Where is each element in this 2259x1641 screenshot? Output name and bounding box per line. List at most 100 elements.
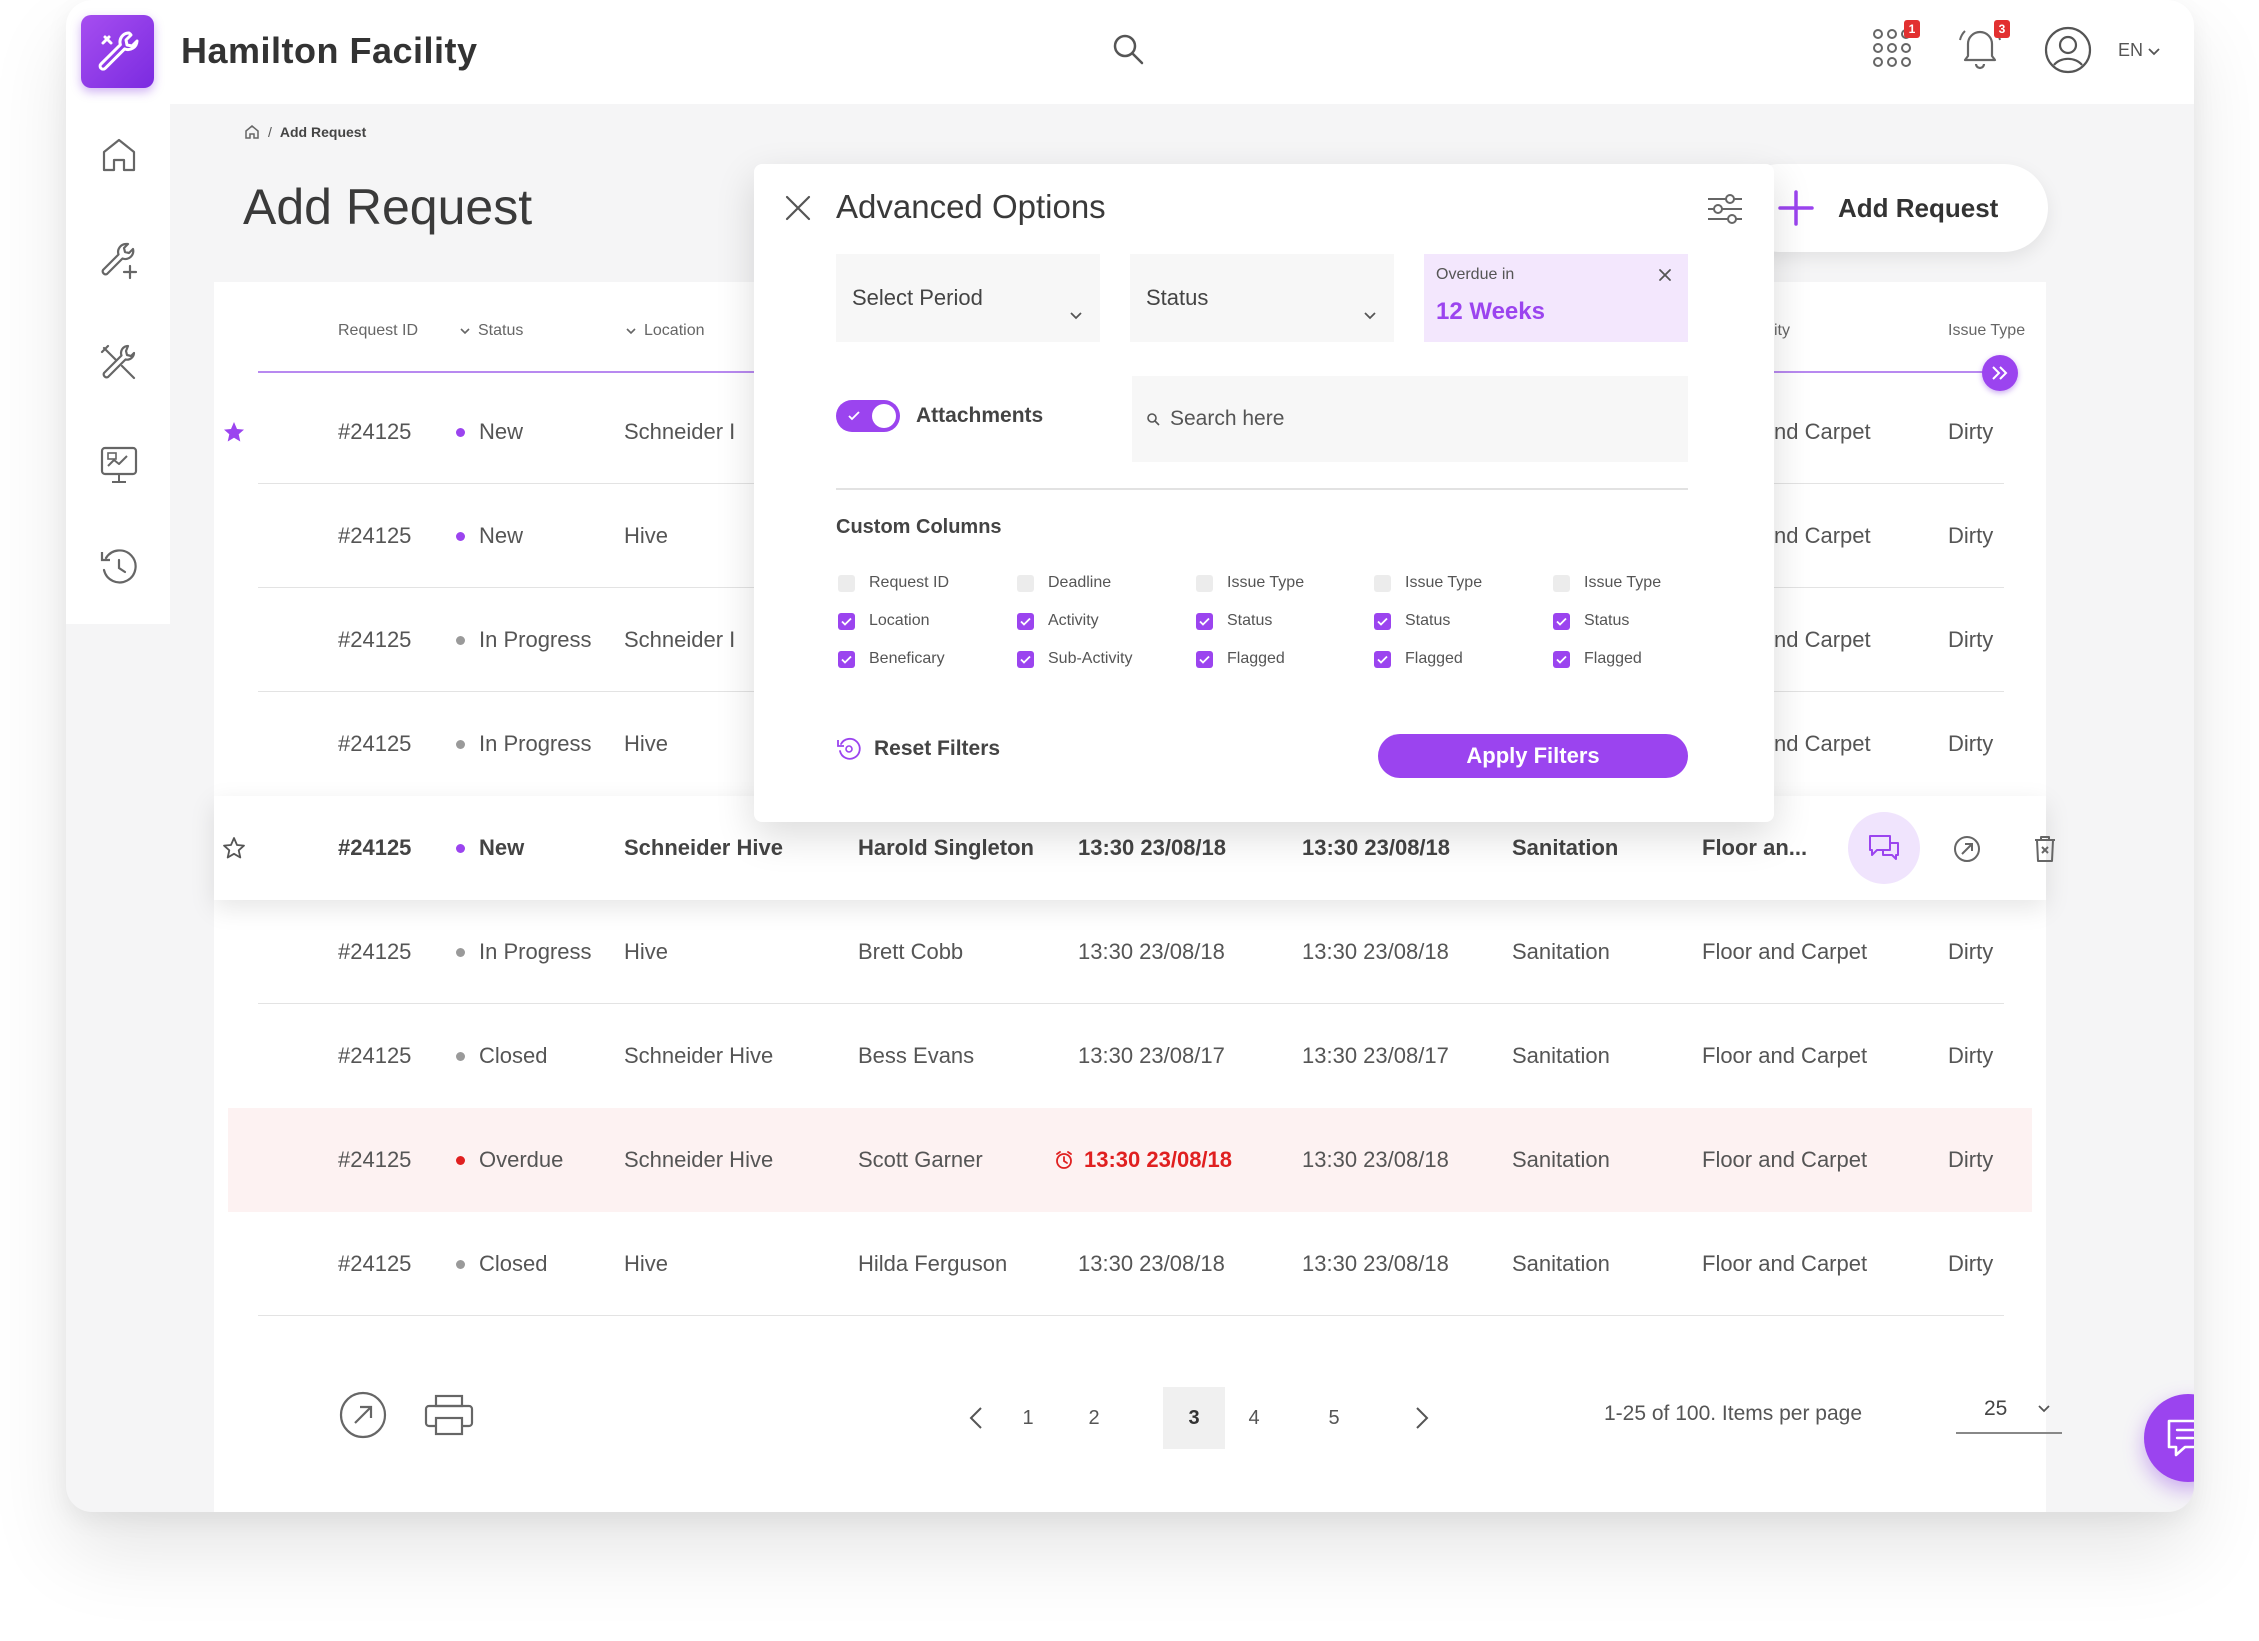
status-text: New [479, 835, 525, 860]
table-row[interactable]: #24125 In Progress Schneider I nd Carpet… [214, 588, 2046, 692]
column-checkbox[interactable]: Issue Type [1553, 574, 1661, 592]
chat-bubbles-icon [1869, 835, 1899, 860]
column-checkbox[interactable]: Sub-Activity [1017, 650, 1132, 668]
header-request-id[interactable]: Request ID [338, 322, 419, 339]
star-filled-icon[interactable] [222, 420, 246, 444]
header-issue-type[interactable]: Issue Type [1948, 322, 2026, 339]
check-icon [841, 617, 852, 626]
user-avatar-icon[interactable] [2044, 26, 2092, 79]
add-tool-icon[interactable] [98, 240, 140, 282]
column-checkbox[interactable]: Request ID [838, 574, 949, 592]
period-select[interactable]: Select Period [836, 254, 1100, 342]
language-selector[interactable]: EN [2118, 40, 2160, 61]
chevron-down-icon [626, 327, 636, 334]
column-checkbox[interactable]: Flagged [1553, 650, 1642, 668]
column-checkbox[interactable]: Status [1374, 612, 1450, 630]
column-checkbox[interactable]: Location [838, 612, 930, 630]
modal-title: Advanced Options [836, 188, 1106, 225]
plus-icon [1778, 190, 1814, 226]
close-icon[interactable] [784, 194, 812, 222]
header-priority[interactable]: ity [1774, 322, 1790, 339]
history-icon[interactable] [98, 546, 140, 588]
column-checkbox[interactable]: Status [1196, 612, 1272, 630]
chat-button[interactable] [2144, 1394, 2194, 1482]
chevron-down-icon [460, 327, 470, 334]
remove-filter-icon[interactable] [1658, 268, 1672, 282]
table-row[interactable]: #24125 Closed Hive Hilda Ferguson 13:30 … [214, 1212, 2046, 1316]
overdue-time: 13:30 23/08/18 [1084, 1147, 1233, 1172]
breadcrumb: / Add Request [244, 124, 366, 140]
delete-icon[interactable] [2032, 834, 2058, 864]
filter-sliders-icon[interactable] [1706, 192, 1744, 226]
page-3[interactable]: 3 [1163, 1387, 1225, 1449]
status-dot [456, 739, 465, 749]
overdue-filter-chip[interactable]: Overdue in 12 Weeks [1424, 254, 1688, 342]
status-select[interactable]: Status [1130, 254, 1394, 342]
column-checkbox[interactable]: Issue Type [1374, 574, 1482, 592]
prev-page-icon[interactable] [968, 1406, 984, 1430]
next-page-icon[interactable] [1414, 1406, 1430, 1430]
alarm-clock-icon [1056, 1151, 1072, 1169]
status-dot [456, 1259, 465, 1269]
sidebar [66, 104, 170, 624]
column-checkbox[interactable]: Issue Type [1196, 574, 1304, 592]
scroll-right-icon[interactable] [1982, 355, 2018, 391]
status-text: In Progress [479, 627, 592, 652]
table-row-overdue[interactable]: #24125 Overdue Schneider Hive Scott Garn… [228, 1108, 2032, 1212]
overdue-label: Overdue in [1436, 266, 1515, 283]
header-status[interactable]: Status [460, 322, 523, 340]
items-per-page-select[interactable]: 25 [1956, 1386, 2062, 1434]
star-outline-icon[interactable] [222, 836, 246, 860]
search-input[interactable]: Search here [1132, 376, 1688, 462]
header-location[interactable]: Location [626, 322, 705, 340]
check-icon [1199, 617, 1210, 626]
attachments-toggle[interactable] [836, 400, 900, 432]
home-icon[interactable] [244, 124, 260, 140]
top-bar: Hamilton Facility 1 3 EN [66, 0, 2194, 104]
reset-filters-button[interactable]: Reset Filters [836, 736, 1000, 762]
table-row[interactable]: #24125 In Progress Hive nd Carpet Dirty [338, 731, 1994, 756]
column-checkbox[interactable]: Deadline [1017, 574, 1111, 592]
bell-icon[interactable]: 3 [1956, 20, 2010, 75]
status-text: Closed [479, 1043, 548, 1068]
print-icon[interactable] [422, 1392, 476, 1438]
table-row[interactable]: #24125 Closed Schneider Hive Bess Evans … [338, 1043, 1994, 1068]
check-icon [1377, 617, 1388, 626]
column-checkbox[interactable]: Flagged [1196, 650, 1285, 668]
home-icon[interactable] [98, 134, 140, 176]
wrench-logo-icon[interactable] [81, 15, 154, 88]
tools-icon[interactable] [98, 342, 140, 384]
column-checkbox[interactable]: Beneficary [838, 650, 945, 668]
status-text: Closed [479, 1251, 548, 1276]
comment-action-button[interactable] [1848, 812, 1920, 884]
check-icon [1020, 655, 1031, 664]
column-checkbox[interactable]: Flagged [1374, 650, 1463, 668]
status-text: In Progress [479, 731, 592, 756]
share-arrow-icon[interactable] [1952, 834, 1982, 864]
page-4[interactable]: 4 [1248, 1406, 1260, 1429]
check-icon [1020, 617, 1031, 626]
apply-filters-button[interactable]: Apply Filters [1378, 734, 1688, 778]
app-title: Hamilton Facility [181, 30, 478, 71]
status-dot [456, 635, 465, 645]
column-checkbox[interactable]: Activity [1017, 612, 1099, 630]
status-text: In Progress [479, 939, 592, 964]
search-icon[interactable] [1111, 32, 1145, 71]
chevron-down-icon [1364, 312, 1376, 320]
dashboard-monitor-icon[interactable] [98, 444, 140, 486]
check-icon [841, 655, 852, 664]
status-text: New [479, 523, 524, 548]
search-icon [1147, 413, 1160, 426]
column-checkbox[interactable]: Status [1553, 612, 1629, 630]
page-2[interactable]: 2 [1088, 1406, 1100, 1429]
status-dot [456, 1155, 465, 1165]
check-icon [1377, 655, 1388, 664]
apps-grid-icon[interactable]: 1 [1870, 20, 1920, 73]
export-icon[interactable] [338, 1390, 388, 1440]
check-icon [848, 411, 860, 421]
page-1[interactable]: 1 [1022, 1406, 1034, 1429]
table-row[interactable]: #24125 In Progress Hive Brett Cobb 13:30… [214, 900, 2046, 1004]
apps-badge: 1 [1904, 20, 1920, 38]
add-request-button[interactable]: Add Request [1736, 164, 2048, 252]
page-5[interactable]: 5 [1328, 1406, 1340, 1429]
